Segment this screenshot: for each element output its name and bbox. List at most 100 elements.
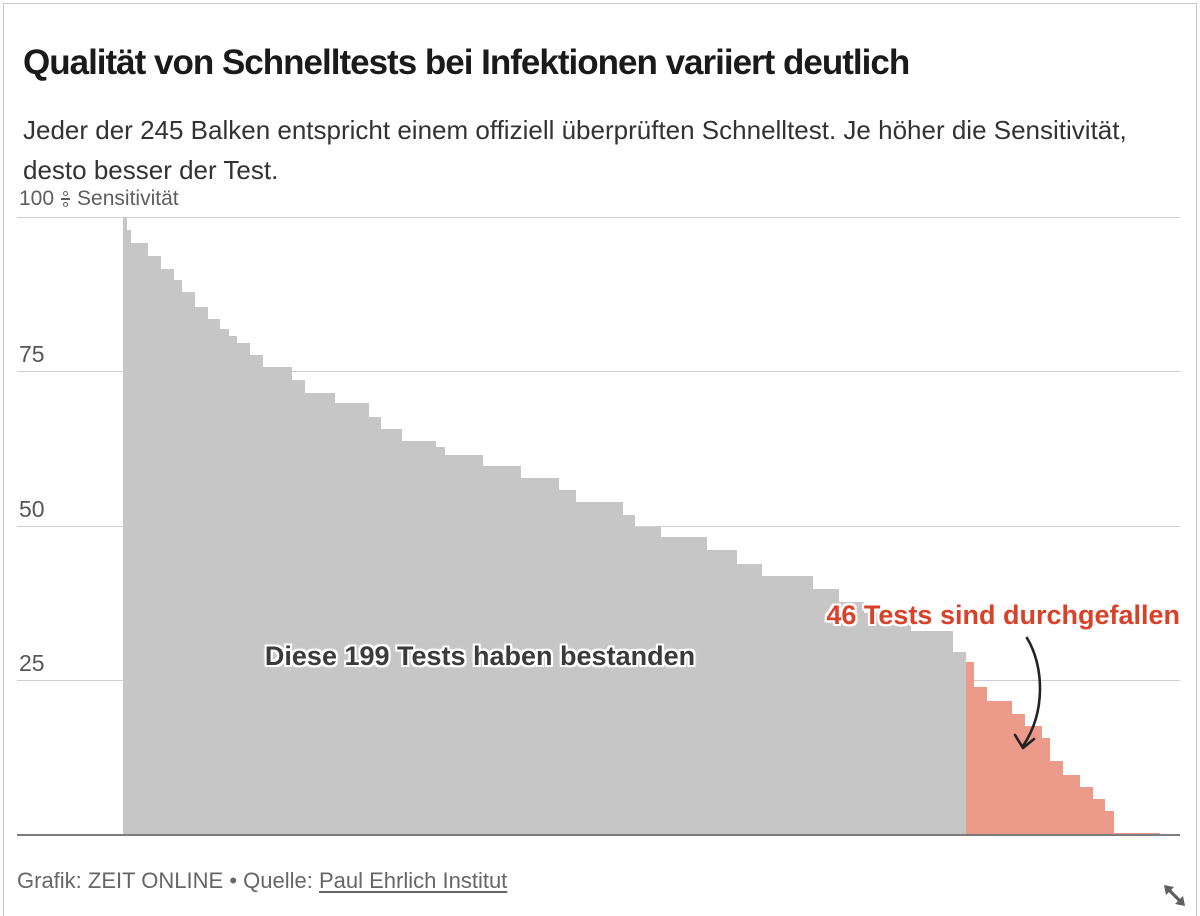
bar-bestanden (216, 318, 221, 835)
gridline (17, 217, 1180, 218)
bar-bestanden (838, 601, 843, 835)
bar-durchgefallen (1096, 799, 1102, 835)
bar-durchgefallen (1033, 725, 1038, 835)
bar-bestanden (351, 403, 356, 835)
bar-bestanden (504, 466, 509, 835)
bar-bestanden (952, 652, 958, 835)
bar-durchgefallen (1118, 832, 1123, 835)
bar-durchgefallen (1071, 774, 1076, 835)
bar-bestanden (597, 502, 602, 835)
bar-bestanden (779, 576, 784, 835)
bar-bestanden (508, 466, 513, 835)
bar-bestanden (465, 454, 471, 835)
bar-bestanden (559, 490, 564, 835)
bar-bestanden (470, 454, 475, 835)
bar-bestanden (360, 403, 365, 835)
bar-bestanden (893, 621, 898, 835)
source-link[interactable]: Paul Ehrlich Institut (318, 868, 508, 893)
bar-durchgefallen (1037, 725, 1042, 835)
bar-durchgefallen (1105, 810, 1110, 835)
bar-bestanden (707, 549, 712, 835)
bar-bestanden (800, 576, 805, 835)
bar-bestanden (334, 403, 339, 835)
bar-bestanden (338, 403, 344, 835)
bar-bestanden (698, 537, 704, 835)
chart-subtitle: Jeder der 245 Balken entspricht einem of… (23, 115, 1127, 186)
bar-bestanden (605, 502, 610, 835)
bar-bestanden (453, 454, 458, 835)
bar-bestanden (266, 367, 272, 835)
bar-durchgefallen (1143, 832, 1148, 835)
bar-durchgefallen (1024, 725, 1030, 835)
bar-bestanden (440, 446, 445, 835)
bar-bestanden (186, 292, 191, 835)
bar-bestanden (546, 477, 551, 835)
annotation-failed: 46 Tests sind durchgefallen (826, 600, 1180, 630)
bar-bestanden (461, 454, 466, 835)
bar-bestanden (245, 343, 251, 835)
bar-bestanden (868, 612, 873, 835)
bar-bestanden (457, 454, 462, 835)
bar-bestanden (190, 292, 195, 835)
bar-bestanden (381, 429, 386, 835)
bar-bestanden (880, 612, 886, 835)
bar-durchgefallen (1007, 700, 1013, 835)
bar-bestanden (821, 589, 826, 835)
bar-bestanden (673, 537, 678, 835)
bar-bestanden (283, 367, 289, 835)
bar-bestanden (724, 549, 729, 835)
bar-bestanden (745, 563, 750, 835)
bar-bestanden (864, 612, 869, 835)
bar-durchgefallen (1063, 774, 1068, 835)
bar-bestanden (482, 466, 488, 835)
bar-bestanden (343, 403, 348, 835)
bar-bestanden (584, 502, 589, 835)
bar-bestanden (741, 563, 746, 835)
bar-durchgefallen (1092, 799, 1097, 835)
bar-bestanden (220, 329, 225, 835)
bar-bestanden (415, 441, 420, 835)
y-axis-unit-label: Sensitivität (77, 187, 179, 210)
bar-durchgefallen (1088, 786, 1093, 835)
bar-bestanden (135, 242, 140, 835)
bar-bestanden (330, 393, 335, 835)
bar-bestanden (322, 393, 327, 835)
bar-bestanden (368, 416, 373, 835)
y-tick-label: 50 (19, 495, 45, 522)
bar-bestanden (436, 446, 441, 835)
bar-durchgefallen (1016, 714, 1021, 835)
bar-bestanden (233, 336, 238, 835)
bar-bestanden (914, 630, 920, 835)
bar-bestanden (665, 537, 670, 835)
bar-durchgefallen (995, 700, 1000, 835)
bar-bestanden (207, 318, 212, 835)
bar-durchgefallen (969, 662, 975, 835)
gridline (17, 371, 1180, 373)
bar-bestanden (550, 477, 555, 835)
bar-bestanden (228, 336, 234, 835)
bar-bestanden (309, 393, 314, 835)
bar-bestanden (199, 307, 204, 835)
bar-bestanden (525, 477, 530, 835)
bar-bestanden (851, 601, 856, 835)
bar-bestanden (910, 630, 915, 835)
bar-bestanden (224, 329, 229, 835)
footer-credit-line: Grafik: ZEIT ONLINE • Quelle: Paul Ehrli… (17, 868, 507, 894)
resize-handle-icon[interactable] (1160, 881, 1190, 909)
bar-durchgefallen (978, 686, 983, 835)
bar-bestanden (427, 441, 433, 835)
bar-bestanden (643, 526, 649, 835)
bar-bestanden (576, 502, 581, 835)
bar-bestanden (533, 477, 538, 835)
bar-bestanden (139, 242, 145, 835)
bar-bestanden (254, 354, 259, 835)
bar-bestanden (165, 268, 170, 835)
bar-bestanden (241, 343, 246, 835)
bar-durchgefallen (1046, 737, 1051, 835)
bar-bestanden (652, 526, 657, 835)
bars-area (123, 218, 1162, 835)
bar-bestanden (377, 416, 382, 835)
bar-bestanden (394, 429, 399, 835)
bar-bestanden (648, 526, 653, 835)
bar-bestanden (736, 563, 742, 835)
